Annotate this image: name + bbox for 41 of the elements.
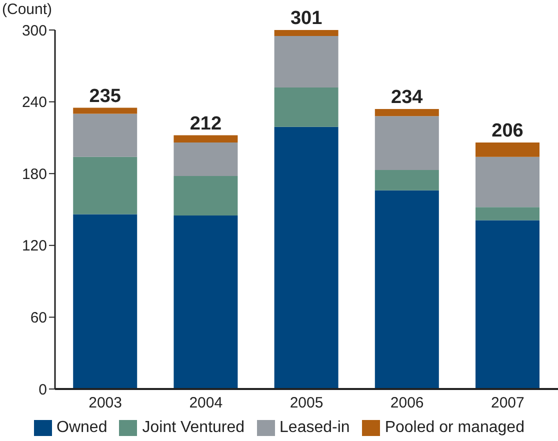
bar [476,156,540,208]
x-tick-label: 2007 [491,394,524,412]
bar [476,207,540,220]
total-label: 301 [290,8,323,29]
bar [374,116,439,170]
y-tick-label: 60 [30,310,47,327]
bar [274,126,338,389]
x-tick-label: 2006 [390,394,424,412]
legend-label: Leased-in [278,419,350,437]
bar [274,30,338,36]
bar [374,170,439,190]
bar [174,135,238,142]
bar [73,214,138,389]
legend-label: Pooled or managed [384,419,524,437]
x-tick-label: 2003 [88,394,122,412]
bar [73,108,138,114]
x-tick-label: 2005 [290,394,324,412]
bar [73,114,138,157]
total-label: 235 [89,86,122,107]
legend-label: Joint Ventured [141,419,245,437]
bar [174,142,238,176]
y-tick-label: 240 [22,94,47,112]
bar [476,220,540,389]
y-tick-label: 0 [38,381,47,398]
total-label: 206 [492,120,524,142]
bar [174,215,238,389]
total-label: 212 [190,113,222,134]
bar [274,87,338,127]
total-label: 234 [391,86,424,108]
y-tick-label: 300 [22,22,47,40]
legend-label: Owned [56,419,108,437]
bar [274,36,338,88]
bar [374,108,439,116]
y-tick-label: 180 [22,166,47,183]
y-tick-label: 120 [22,238,47,255]
bar [374,190,439,389]
bar [476,142,540,157]
x-tick-label: 2004 [189,394,223,412]
bar [73,156,138,214]
y-axis-title: (Count) [2,1,52,19]
bar [174,176,238,216]
